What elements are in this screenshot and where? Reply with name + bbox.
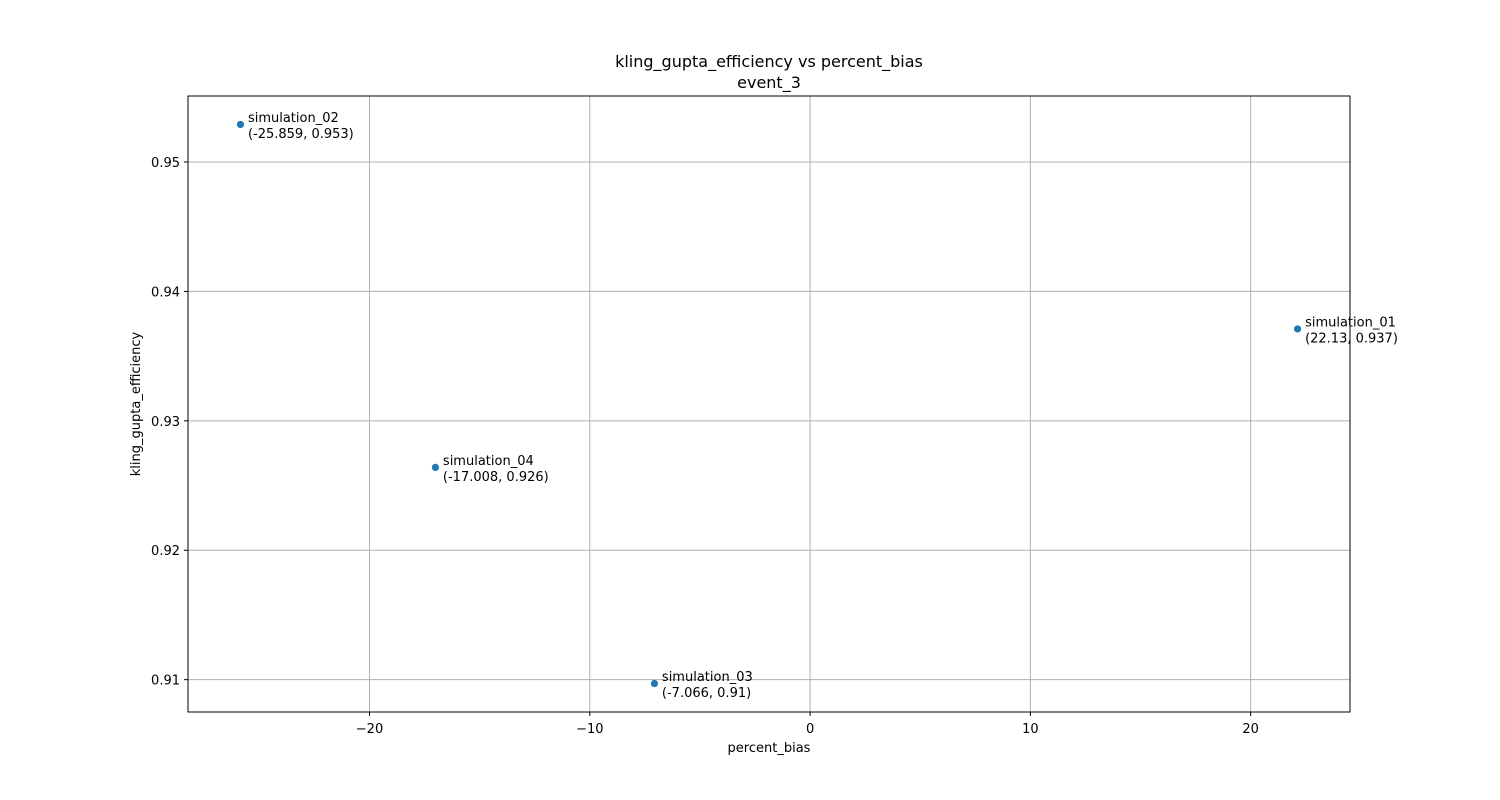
plot-area-frame [187,95,1351,713]
data-point [431,463,440,472]
x-tick-label: 10 [1022,722,1039,737]
data-point [236,120,245,129]
point-label-coords: (-25.859, 0.953) [248,127,354,142]
data-point [1293,325,1302,333]
point-label-name: simulation_01 [1305,315,1396,330]
grid [188,96,1350,712]
data-point [650,679,659,688]
x-tick-label: −20 [356,722,383,737]
point-label-name: simulation_03 [662,670,753,685]
axis-ticks: −20 −10 0 10 20 0.91 0.92 0.93 0.94 0.95 [151,156,1259,737]
point-label-name: simulation_04 [443,454,534,469]
x-tick-label: 20 [1242,722,1259,737]
y-tick-label: 0.91 [151,674,180,689]
point-label-coords: (-7.066, 0.91) [662,686,751,701]
data-points: simulation_01(22.13, 0.937) simulation_02… [236,111,1398,701]
y-tick-label: 0.93 [151,415,180,430]
point-label-coords: (22.13, 0.937) [1305,331,1398,346]
point-label-coords: (-17.008, 0.926) [443,470,549,485]
chart-title: kling_gupta_efficiency vs percent_bias [615,52,923,72]
y-tick-label: 0.94 [151,285,180,300]
chart-subtitle: event_3 [737,73,801,93]
x-axis-label: percent_bias [728,741,811,756]
y-tick-label: 0.95 [151,156,180,171]
point-label-name: simulation_02 [248,111,339,126]
y-tick-label: 0.92 [151,544,180,559]
y-axis-label: kling_gupta_efficiency [129,331,144,476]
x-tick-label: −10 [576,722,603,737]
x-tick-label: 0 [806,722,814,737]
